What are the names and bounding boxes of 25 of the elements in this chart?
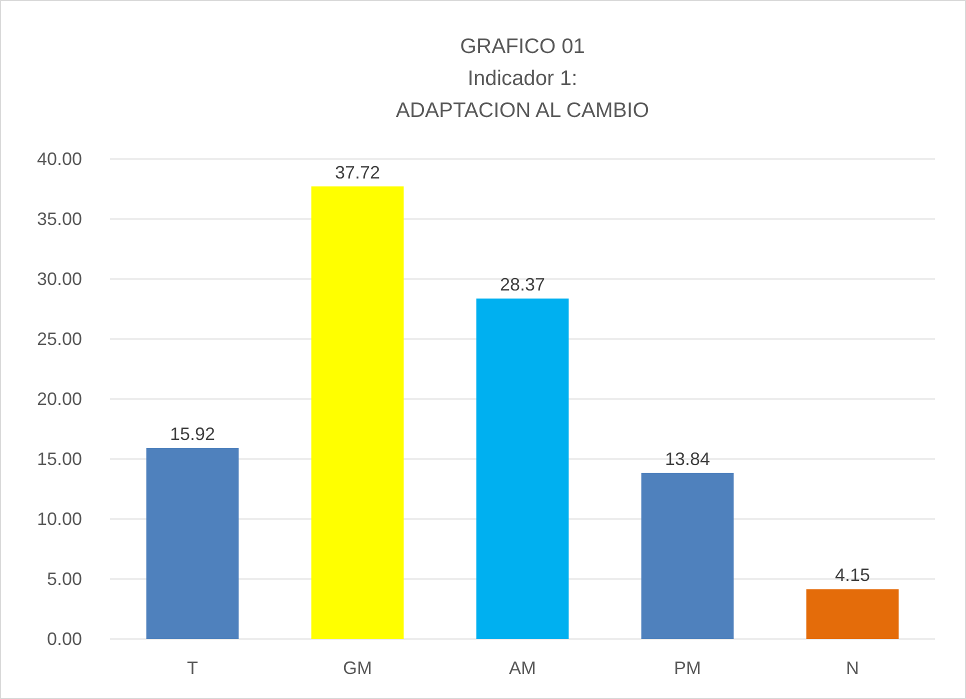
y-tick-label: 35.00 [36, 209, 82, 229]
x-tick-label: GM [343, 658, 372, 678]
y-tick-label: 25.00 [36, 329, 82, 349]
y-tick-label: 20.00 [36, 389, 82, 409]
data-label: 15.92 [170, 424, 216, 444]
data-label: 4.15 [834, 565, 870, 586]
bar [476, 298, 569, 639]
data-label: 13.84 [664, 448, 710, 469]
x-tick-label: N [846, 658, 859, 678]
x-tick-label: PM [674, 658, 701, 678]
bar [311, 186, 404, 639]
y-tick-label: 0.00 [46, 629, 82, 649]
x-tick-label: T [187, 658, 198, 678]
y-tick-label: 40.00 [36, 149, 82, 169]
y-tick-label: 30.00 [36, 269, 82, 289]
data-label: 28.37 [500, 274, 546, 295]
bar [806, 589, 899, 639]
x-tick-label: AM [509, 658, 536, 678]
data-label: 37.72 [334, 162, 380, 182]
bar [641, 472, 734, 639]
chart-title: GRAFICO 01 Indicador 1: ADAPTACION AL CAMBIO [396, 35, 650, 122]
y-tick-label: 10.00 [36, 509, 82, 529]
y-tick-label: 15.00 [36, 449, 82, 469]
bar [146, 448, 239, 639]
y-tick-label: 5.00 [46, 569, 82, 589]
